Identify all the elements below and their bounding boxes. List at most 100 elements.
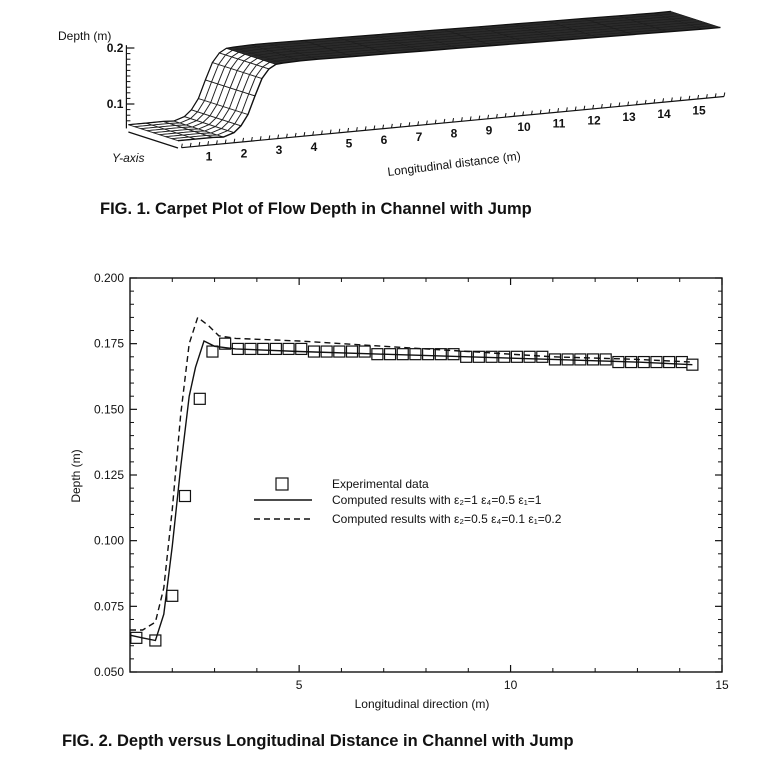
experimental-data-point xyxy=(510,350,524,363)
x-minor-tick xyxy=(373,125,376,130)
x-minor-tick xyxy=(233,138,236,143)
longitudinal-direction-title: Longitudinal direction (m) xyxy=(355,697,490,711)
x-minor-tick xyxy=(714,93,717,98)
x-minor-tick xyxy=(688,95,691,100)
x-tick-label: 13 xyxy=(622,110,636,124)
x-minor-tick xyxy=(382,124,385,129)
x-minor-tick xyxy=(566,107,568,112)
legend-label: Experimental data xyxy=(332,477,429,491)
x-minor-tick xyxy=(461,117,463,122)
y-tick-label: 0.075 xyxy=(94,599,124,613)
x-minor-tick xyxy=(294,132,297,138)
x-tick-label: 5 xyxy=(346,137,353,151)
experimental-data-point xyxy=(498,350,511,363)
experimental-data-point xyxy=(663,355,676,369)
x-minor-tick xyxy=(434,119,437,124)
x-minor-tick xyxy=(277,134,280,139)
y-axis-title: Y-axis xyxy=(112,151,144,165)
x-minor-tick xyxy=(723,92,726,97)
experimental-data-point xyxy=(523,350,536,363)
y-tick-label: 0.150 xyxy=(94,402,124,416)
z-tick-label: 0.1 xyxy=(107,97,124,111)
x-minor-tick xyxy=(268,135,271,140)
x-tick-label: 8 xyxy=(451,127,458,141)
x-tick-label: 7 xyxy=(416,130,423,144)
experimental-data-point xyxy=(269,342,282,356)
x-minor-tick xyxy=(706,94,708,99)
experimental-data-point xyxy=(650,355,663,369)
depth-axis-title-fig2: Depth (m) xyxy=(69,449,83,502)
figure-2-line-chart: 0.050 0.075 0.100 0.125 0.150 0.175 0.200 5 10 15… xyxy=(62,271,729,750)
x-minor-tick xyxy=(198,141,201,147)
x-minor-tick xyxy=(321,130,323,135)
experimental-data-point xyxy=(345,345,359,358)
longitudinal-distance-title: Longitudinal distance (m) xyxy=(387,149,522,179)
x-minor-tick xyxy=(207,141,210,146)
x-minor-tick xyxy=(679,96,682,101)
carpet-axes: 1 2 3 4 5 6 7 8 9 10 11 12 13 14 150.20.1 xyxy=(107,41,726,164)
x-minor-tick xyxy=(531,110,533,115)
x-minor-tick xyxy=(329,129,332,134)
depth-axis-title: Depth (m) xyxy=(58,29,111,43)
x-minor-tick xyxy=(671,97,673,102)
x-minor-tick xyxy=(627,101,630,106)
x-minor-tick xyxy=(347,127,350,133)
x-minor-tick xyxy=(259,136,262,141)
x-minor-tick xyxy=(478,115,481,120)
x-minor-tick xyxy=(303,132,306,137)
x-minor-tick xyxy=(452,117,455,123)
x-minor-tick xyxy=(583,105,586,110)
x-minor-tick xyxy=(504,113,507,118)
experimental-data-point xyxy=(447,348,460,361)
experimental-data-point xyxy=(586,353,600,366)
y-tick-label: 0.125 xyxy=(94,468,124,482)
x-minor-tick xyxy=(557,108,560,113)
x-minor-tick xyxy=(338,128,341,133)
x-minor-tick xyxy=(522,111,525,116)
x-minor-tick xyxy=(399,122,402,128)
x-minor-tick xyxy=(189,142,192,147)
experimental-data-point xyxy=(422,348,435,361)
x-minor-tick xyxy=(487,114,490,119)
x-tick-label: 4 xyxy=(311,140,318,154)
x-tick-label: 15 xyxy=(692,104,706,118)
x-minor-tick xyxy=(618,102,621,107)
x-minor-tick xyxy=(513,112,516,117)
computed-series-solid xyxy=(129,340,693,642)
figure-1-carpet-plot: 1 2 3 4 5 6 7 8 9 10 11 12 13 14 150.20.1 Depth (m) Y-… xyxy=(58,10,726,218)
legend-marker-square xyxy=(275,477,289,491)
x-tick-label: 10 xyxy=(517,120,531,134)
x-minor-tick xyxy=(251,136,253,142)
experimental-data-point xyxy=(282,342,295,356)
z-tick-label: 0.2 xyxy=(107,41,124,55)
x-minor-tick xyxy=(662,98,665,103)
experimental-data-point xyxy=(320,345,333,358)
experimental-data-point xyxy=(219,337,232,350)
x-minor-tick xyxy=(592,104,595,109)
plot-frame: 0.050 0.075 0.100 0.125 0.150 0.175 0.200 5 10 15 xyxy=(94,271,729,692)
x-tick-label: 3 xyxy=(276,143,283,157)
x-minor-tick xyxy=(496,113,498,119)
experimental-data-point xyxy=(206,345,219,358)
legend-label: Computed results with ε₂=1 ε₄=0.5 ε₁=1 xyxy=(332,493,542,507)
y-tick-label: 0.100 xyxy=(94,534,124,548)
legend-label: Computed results with ε₂=0.5 ε₄=0.1 ε₁=0… xyxy=(332,512,562,526)
carpet-surface xyxy=(128,10,721,142)
x-tick-label: 5 xyxy=(296,678,303,692)
x-minor-tick xyxy=(408,122,411,127)
x-minor-tick xyxy=(426,120,428,125)
figure-1-caption: FIG. 1. Carpet Plot of Flow Depth in Cha… xyxy=(100,200,532,218)
x-minor-tick xyxy=(609,103,612,108)
x-minor-tick xyxy=(574,106,577,111)
x-minor-tick xyxy=(356,127,358,132)
x-minor-tick xyxy=(539,109,542,114)
x-tick-label: 12 xyxy=(587,113,601,127)
plot-border xyxy=(129,277,723,673)
x-tick-label: 9 xyxy=(486,123,493,137)
x-tick-label: 11 xyxy=(553,117,566,131)
x-tick-label: 14 xyxy=(657,107,671,121)
x-minor-tick xyxy=(312,131,315,136)
x-minor-tick xyxy=(286,133,288,138)
x-minor-tick xyxy=(697,94,700,100)
y-axis-line xyxy=(128,131,179,149)
